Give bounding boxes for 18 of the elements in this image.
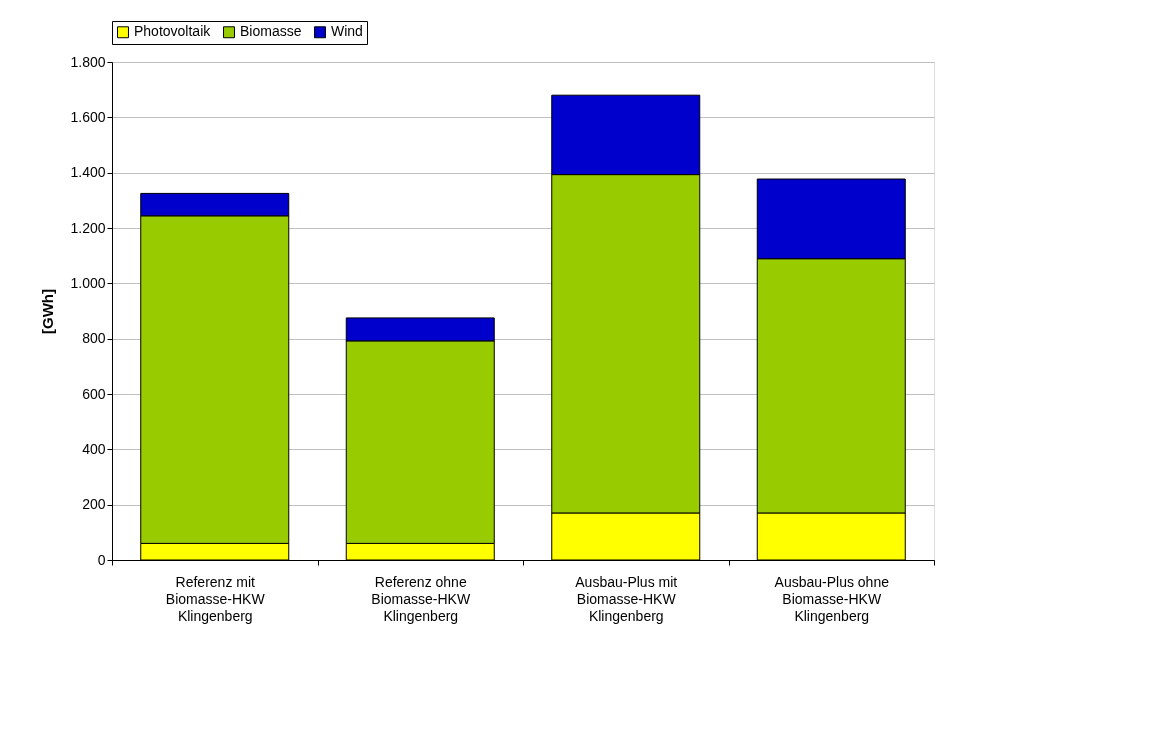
y-tick-label: 1.000: [70, 274, 106, 291]
x-tick-label: Ausbau-Plus ohne Biomasse-HKW Klingenberg: [774, 573, 890, 624]
y-tick-label: 800: [82, 330, 106, 347]
x-tick-label: Ausbau-Plus mit Biomasse-HKW Klingenberg: [575, 573, 678, 624]
y-tick-label: 200: [82, 496, 106, 513]
y-tick-label: 1.600: [70, 108, 106, 125]
legend-label: Biomasse: [240, 23, 302, 40]
y-tick-label: 400: [82, 440, 106, 457]
y-tick-label: 0: [97, 551, 106, 568]
x-tick-label: Referenz mit Biomasse-HKW Klingenberg: [165, 573, 266, 624]
y-tick-label: 600: [82, 385, 106, 402]
legend-label: Wind: [331, 23, 363, 40]
y-tick-label: 1.400: [70, 164, 106, 181]
y-tick-label: 1.200: [70, 219, 106, 236]
x-tick-label: Referenz ohne Biomasse-HKW Klingenberg: [371, 573, 471, 624]
legend-label: Photovoltaik: [134, 23, 212, 40]
y-axis-title: [GWh]: [39, 289, 57, 334]
y-tick-label: 1.800: [70, 53, 106, 70]
